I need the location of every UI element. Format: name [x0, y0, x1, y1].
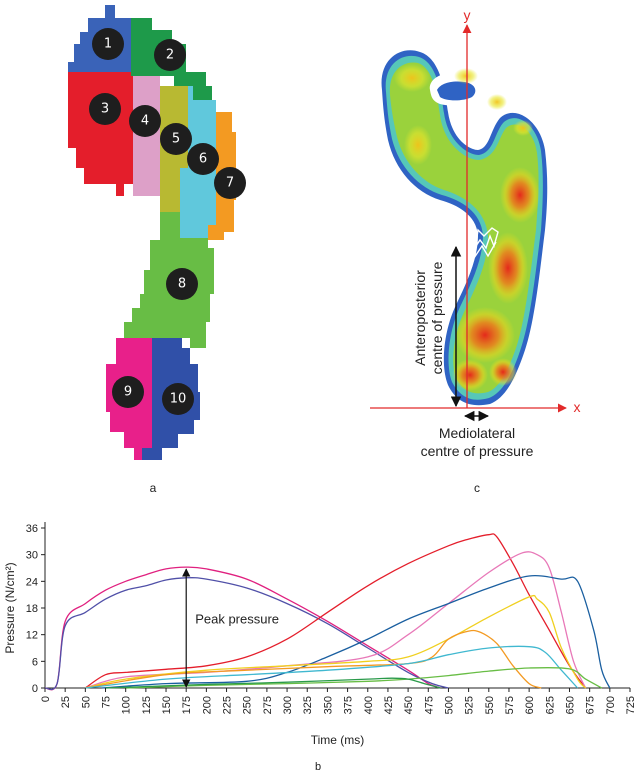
- x-tick-label: 175: [181, 696, 193, 714]
- mediolateral-label-line2: centre of pressure: [421, 443, 534, 459]
- x-tick-label: 100: [121, 696, 133, 714]
- series-line-zone-9: [125, 666, 603, 689]
- x-tick-label: 425: [383, 696, 395, 714]
- series-line-zone-8: [85, 645, 579, 689]
- series-line-zone-5: [101, 575, 611, 689]
- panel-b-label: b: [315, 761, 321, 772]
- x-tick-label: 700: [605, 696, 617, 714]
- y-tick-label: 30: [26, 550, 38, 562]
- series-line-zone-2: [44, 577, 449, 691]
- peak-pressure-label: Peak pressure: [195, 612, 279, 627]
- panel-c-label: c: [474, 481, 480, 495]
- x-tick-label: 125: [141, 696, 153, 714]
- zone-marker-8: 8: [178, 277, 186, 292]
- series-line-zone-1: [44, 566, 441, 691]
- x-tick-label: 375: [343, 696, 355, 714]
- y-axis-label: y: [464, 7, 471, 23]
- x-tick-label: 500: [443, 696, 455, 714]
- mediolateral-label-line1: Mediolateral: [439, 425, 515, 441]
- chart-x-axis-label: Time (ms): [311, 733, 365, 747]
- x-tick-label: 450: [403, 696, 415, 714]
- zone-marker-4: 4: [141, 114, 149, 129]
- y-tick-label: 36: [26, 523, 38, 535]
- x-tick-label: 50: [80, 696, 92, 708]
- anteroposterior-label-line2: centre of pressure: [429, 261, 445, 374]
- x-tick-label: 650: [564, 696, 576, 714]
- zone-markers: 1 2 3 4 5 6 7 8 9 10: [89, 28, 246, 415]
- foot-zone-map: 1 2 3 4 5 6 7 8 9 10 a: [68, 5, 246, 495]
- x-tick-label: 75: [101, 696, 113, 708]
- x-tick-label: 625: [544, 696, 556, 714]
- panel-a-label: a: [150, 481, 157, 495]
- chart-y-axis-label: Pressure (N/cm²): [3, 562, 17, 653]
- chart-series: [44, 533, 611, 691]
- pressure-heatmap: y x Anteroposterior centre of pressure M…: [370, 7, 581, 495]
- anteroposterior-label-line1: Anteroposterior: [412, 270, 428, 366]
- x-tick-label: 25: [60, 696, 72, 708]
- x-tick-label: 300: [282, 696, 294, 714]
- x-tick-label: 575: [504, 696, 516, 714]
- chart-ticks: 0 6 12 18 24 30 36 0 25 50 75 100 125 150 175 200 225 250…: [26, 523, 636, 714]
- x-tick-label: 150: [161, 696, 173, 714]
- series-line-zone-4: [85, 551, 587, 689]
- x-tick-label: 325: [302, 696, 314, 714]
- zone-marker-9: 9: [124, 385, 132, 400]
- y-tick-label: 6: [32, 656, 38, 668]
- series-line-zone-7: [85, 629, 542, 689]
- x-tick-label: 600: [524, 696, 536, 714]
- zone-marker-2: 2: [166, 48, 174, 63]
- pressure-time-chart: 0 6 12 18 24 30 36 0 25 50 75 100 125 150 175 200 225 250…: [3, 522, 636, 772]
- x-tick-label: 550: [484, 696, 496, 714]
- x-axis-label: x: [574, 399, 581, 415]
- series-line-zone-10: [105, 677, 441, 689]
- series-line-zone-3: [84, 533, 587, 689]
- x-tick-label: 475: [423, 696, 435, 714]
- x-tick-label: 400: [363, 696, 375, 714]
- centre-of-pressure-trace: [471, 227, 499, 259]
- x-tick-label: 725: [625, 696, 636, 714]
- zone-marker-5: 5: [172, 132, 180, 147]
- x-tick-label: 225: [222, 696, 234, 714]
- series-line-zone-6: [85, 594, 587, 689]
- zone-marker-6: 6: [199, 152, 207, 167]
- x-tick-label: 525: [464, 696, 476, 714]
- zone-marker-7: 7: [226, 176, 234, 191]
- y-tick-label: 18: [26, 603, 38, 615]
- zone-3-region: [68, 72, 133, 196]
- zone-marker-1: 1: [104, 37, 112, 52]
- x-tick-label: 675: [585, 696, 597, 714]
- y-tick-label: 0: [32, 683, 38, 695]
- x-tick-label: 250: [242, 696, 254, 714]
- zone-marker-10: 10: [170, 392, 187, 407]
- y-tick-label: 12: [26, 630, 38, 642]
- x-tick-label: 0: [40, 696, 52, 702]
- zone-marker-3: 3: [101, 102, 109, 117]
- x-tick-label: 350: [322, 696, 334, 714]
- y-tick-label: 24: [26, 576, 38, 588]
- x-tick-label: 275: [262, 696, 274, 714]
- x-tick-label: 200: [201, 696, 213, 714]
